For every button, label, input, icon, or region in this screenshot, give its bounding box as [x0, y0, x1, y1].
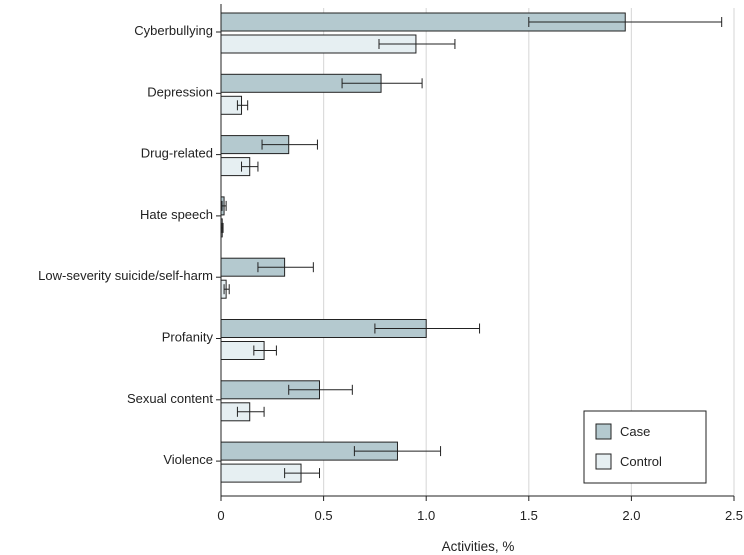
- error-bars-group: [220, 17, 723, 479]
- category-label: Low-severity suicide/self-harm: [38, 268, 213, 283]
- category-label: Drug-related: [141, 146, 213, 161]
- x-tick-labels: 0 0.5 1.0 1.5 2.0 2.5: [217, 496, 743, 523]
- x-tick-label: 2.0: [622, 508, 640, 523]
- legend-swatch-control: [595, 453, 612, 470]
- x-tick-label: 1.0: [417, 508, 435, 523]
- x-tick-label: 1.5: [520, 508, 538, 523]
- category-label: Depression: [147, 84, 213, 99]
- legend-box: [583, 410, 707, 484]
- legend: Case Control: [583, 410, 707, 484]
- legend-swatch-case: [595, 423, 612, 440]
- legend-label-case: Case: [620, 424, 650, 439]
- bars-group: [220, 12, 626, 483]
- category-label: Cyberbullying: [134, 23, 213, 38]
- category-label: Sexual content: [127, 391, 213, 406]
- category-label: Profanity: [162, 330, 214, 345]
- legend-label-control: Control: [620, 454, 662, 469]
- category-label: Hate speech: [140, 207, 213, 222]
- x-axis-title: Activities, %: [442, 539, 515, 554]
- category-label: Violence: [163, 452, 213, 467]
- category-labels: Cyberbullying Depression Drug-related Hate …: [38, 23, 221, 467]
- x-tick-label: 2.5: [725, 508, 743, 523]
- x-tick-label: 0: [217, 508, 224, 523]
- x-tick-label: 0.5: [315, 508, 333, 523]
